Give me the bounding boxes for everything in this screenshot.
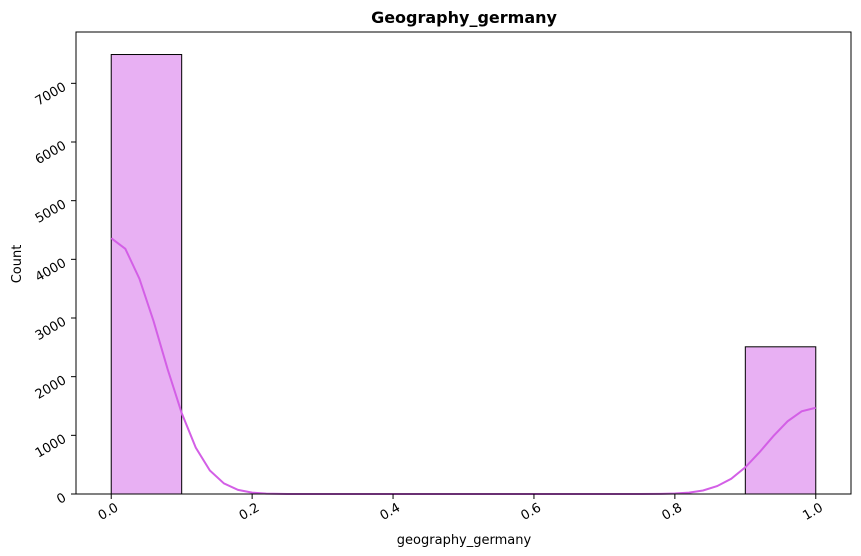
x-tick-label: 0.2 xyxy=(237,500,262,523)
bars-layer xyxy=(110,54,817,495)
histogram-bar-0 xyxy=(110,54,183,495)
y-tick-label: 0 xyxy=(54,490,69,507)
y-axis-ticks: 0 1000 2000 3000 4000 5000 6000 7000 xyxy=(33,80,76,508)
x-tick-label: 0.8 xyxy=(659,500,684,523)
y-axis-label: Count xyxy=(10,245,25,284)
x-tick-label: 0.4 xyxy=(378,500,403,523)
x-tick-label: 1.0 xyxy=(800,500,825,523)
x-tick-label: 0.0 xyxy=(96,500,121,523)
y-tick-label: 4000 xyxy=(33,256,69,286)
y-tick-label: 5000 xyxy=(33,197,69,227)
x-axis-label: geography_germany xyxy=(397,533,532,548)
kde-line xyxy=(110,237,817,495)
plot-frame xyxy=(75,31,852,495)
y-tick-label: 3000 xyxy=(33,314,69,344)
histogram-bar-9 xyxy=(744,346,817,495)
y-tick-label: 6000 xyxy=(33,138,69,168)
y-tick-label: 1000 xyxy=(33,432,69,462)
chart-title: Geography_germany xyxy=(371,8,557,27)
y-tick-label: 2000 xyxy=(33,373,69,403)
x-tick-label: 0.6 xyxy=(519,500,544,523)
y-tick-label: 7000 xyxy=(33,80,69,110)
x-axis-ticks: 0.0 0.2 0.4 0.6 0.8 1.0 xyxy=(96,494,826,524)
